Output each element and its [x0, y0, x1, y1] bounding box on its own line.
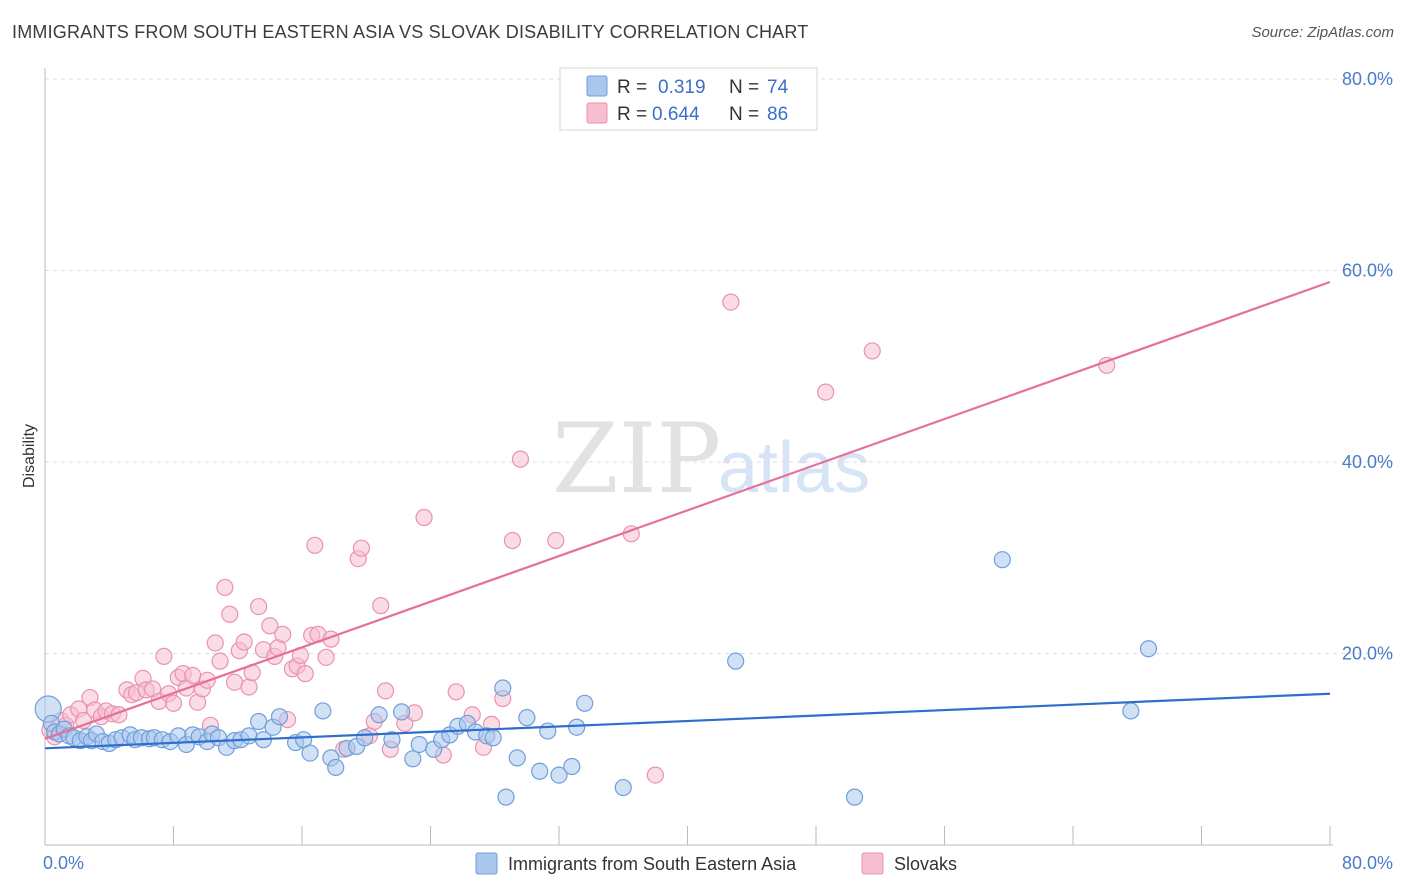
point-immigrants-sea-61 — [508, 749, 526, 767]
legend-r-label-blue: R = — [617, 77, 647, 98]
point-slovaks-52 — [306, 536, 324, 554]
point-immigrants-sea-67 — [568, 718, 586, 736]
point-immigrants-sea-32 — [240, 727, 258, 745]
point-immigrants-sea-62 — [518, 709, 536, 727]
point-slovaks-20 — [155, 647, 173, 665]
legend-n-label-pink: N = — [729, 104, 759, 125]
point-slovaks-58 — [352, 539, 371, 557]
trend-lines — [44, 280, 1331, 750]
point-immigrants-sea-33 — [250, 712, 268, 731]
x-tick-label-1: 80.0% — [1342, 853, 1393, 873]
point-immigrants-sea-42 — [327, 758, 345, 777]
point-immigrants-sea-60 — [497, 788, 515, 806]
point-slovaks-26 — [184, 666, 202, 685]
point-slovaks-75 — [547, 531, 565, 550]
point-immigrants-sea-40 — [314, 702, 332, 720]
point-slovaks-42 — [261, 617, 279, 635]
point-slovaks-50 — [296, 665, 314, 683]
point-slovaks-32 — [211, 652, 229, 670]
y-tick-label-0: 20.0% — [1342, 644, 1393, 664]
source-label: Source: ZipAtlas.com — [1251, 24, 1394, 41]
point-immigrants-sea-74 — [1139, 640, 1158, 658]
point-slovaks-35 — [225, 673, 244, 691]
y-tick-label-1: 40.0% — [1342, 452, 1393, 472]
point-immigrants-sea-58 — [484, 729, 502, 747]
watermark-zip: ZIP — [552, 403, 721, 515]
point-slovaks-81 — [863, 342, 881, 360]
point-slovaks-33 — [216, 578, 234, 597]
point-slovaks-40 — [250, 597, 268, 616]
point-slovaks-78 — [646, 766, 664, 784]
point-slovaks-79 — [722, 293, 740, 311]
point-slovaks-80 — [817, 383, 835, 401]
chart-title: IMMIGRANTS FROM SOUTH EASTERN ASIA VS SL… — [12, 22, 809, 42]
point-slovaks-54 — [317, 648, 335, 666]
point-slovaks-38 — [240, 678, 258, 696]
x-tick-label-0: 0.0% — [43, 853, 84, 873]
point-immigrants-sea-71 — [845, 788, 864, 806]
bottom-legend-swatch-pink — [861, 852, 884, 875]
point-immigrants-sea-50 — [410, 735, 428, 754]
legend-n-value-blue: 74 — [767, 77, 789, 98]
point-immigrants-sea-64 — [539, 722, 557, 740]
point-slovaks-37 — [235, 633, 253, 651]
point-immigrants-sea-49 — [404, 750, 422, 768]
bottom-legend-swatch-blue — [475, 852, 498, 875]
point-immigrants-sea-72 — [993, 551, 1011, 569]
point-immigrants-sea-68 — [576, 694, 594, 712]
legend-swatch-pink — [586, 102, 608, 124]
y-tick-label-2: 60.0% — [1342, 261, 1393, 281]
y-tick-label-3: 80.0% — [1342, 69, 1393, 89]
point-immigrants-sea-65 — [550, 766, 568, 784]
point-immigrants-sea-66 — [563, 757, 581, 776]
point-slovaks-34 — [221, 605, 239, 623]
point-slovaks-22 — [164, 694, 183, 712]
legend-r-label-pink: R = — [617, 104, 647, 125]
point-slovaks-62 — [376, 682, 395, 700]
legend-n-value-pink: 86 — [767, 104, 788, 125]
series-legend: Immigrants from South Eastern Asia Slova… — [475, 852, 957, 875]
point-immigrants-sea-46 — [370, 706, 388, 724]
bottom-legend-label-pink: Slovaks — [894, 854, 957, 874]
point-immigrants-sea-63 — [531, 762, 549, 780]
legend-n-label-blue: N = — [729, 77, 759, 98]
legend-r-value-blue: 0.319 — [658, 77, 706, 98]
point-slovaks-73 — [503, 531, 522, 550]
point-slovaks-61 — [372, 597, 390, 615]
point-slovaks-66 — [415, 508, 433, 527]
tick-labels: 20.0% 40.0% 60.0% 80.0% 0.0% 80.0% — [43, 69, 1393, 873]
point-immigrants-sea-47 — [383, 731, 401, 749]
point-slovaks-68 — [447, 683, 465, 701]
bottom-legend-label-blue: Immigrants from South Eastern Asia — [508, 854, 797, 874]
watermark-atlas: atlas — [718, 428, 870, 508]
point-immigrants-sea-36 — [270, 708, 289, 726]
stats-legend: R = 0.319 N = 74 R = 0.644 N = 86 — [559, 67, 818, 131]
point-immigrants-sea-69 — [614, 778, 632, 797]
point-immigrants-sea-48 — [392, 703, 411, 721]
point-immigrants-sea-73 — [1122, 702, 1140, 720]
legend-r-value-pink: 0.644 — [652, 104, 700, 125]
trend-line-slovaks — [44, 280, 1331, 740]
y-axis-label: Disability — [21, 424, 38, 488]
series-slovaks — [41, 89, 1116, 784]
legend-swatch-blue — [586, 75, 608, 97]
point-slovaks-45 — [274, 625, 292, 643]
gridlines — [45, 78, 1393, 654]
point-slovaks-74 — [511, 450, 530, 468]
point-slovaks-31 — [206, 634, 224, 652]
point-immigrants-sea-70 — [727, 652, 745, 670]
point-immigrants-sea-39 — [301, 744, 319, 762]
point-immigrants-sea-45 — [356, 729, 374, 747]
trend-line-immigrants-sea — [44, 692, 1331, 750]
point-immigrants-sea-59 — [494, 679, 512, 697]
